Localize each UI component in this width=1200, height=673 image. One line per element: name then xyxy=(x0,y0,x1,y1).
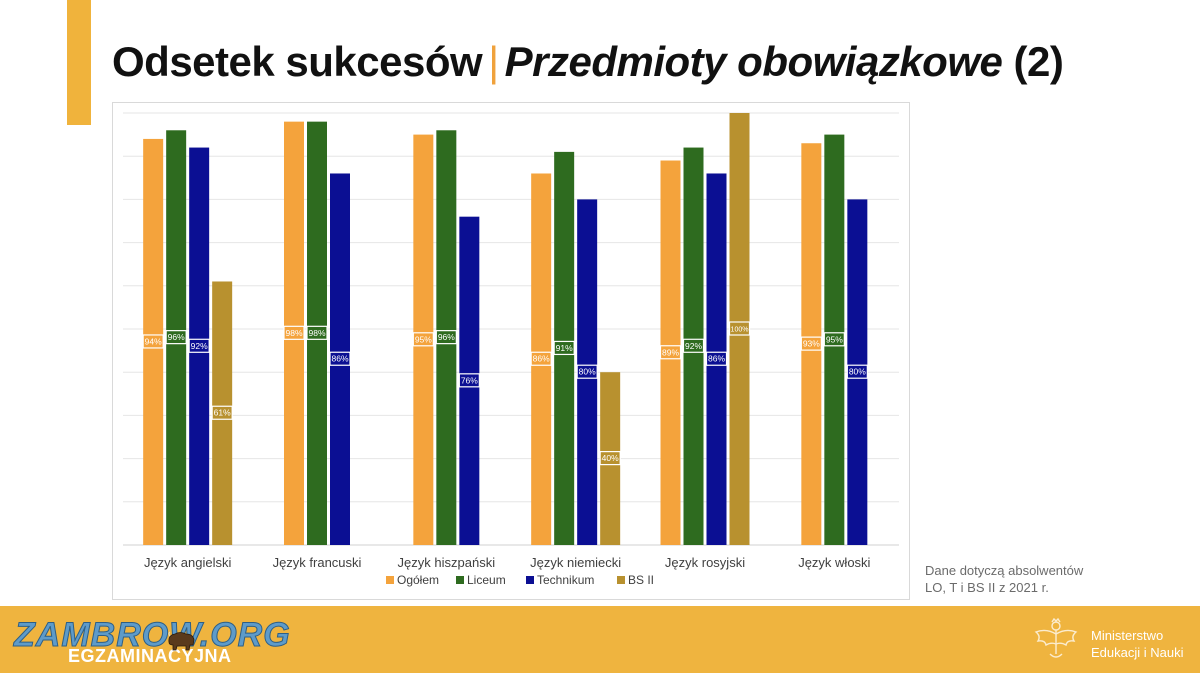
data-label: 92% xyxy=(685,341,702,351)
data-label: 95% xyxy=(415,334,432,344)
data-label-box xyxy=(823,332,845,347)
watermark: ZAMBROW.ORG xyxy=(14,616,291,655)
data-label: 100% xyxy=(731,327,749,334)
data-label: 80% xyxy=(849,367,866,377)
data-label-box xyxy=(306,325,328,340)
legend-label: Ogółem xyxy=(397,573,439,587)
data-label: 93% xyxy=(803,339,820,349)
accent-bar xyxy=(67,0,91,125)
data-label-box xyxy=(329,351,351,366)
legend-swatch xyxy=(526,576,534,584)
data-label-box xyxy=(728,321,751,336)
data-label-box xyxy=(412,332,434,347)
data-label-box xyxy=(435,330,457,345)
eagle-emblem-icon xyxy=(1034,617,1078,658)
data-label-box xyxy=(458,373,480,388)
note-line-2: LO, T i BS II z 2021 r. xyxy=(925,580,1049,595)
data-label-box xyxy=(283,325,305,340)
data-label: 98% xyxy=(285,328,302,338)
category-label: Język hiszpański xyxy=(398,555,496,570)
category-label: Język francuski xyxy=(273,555,362,570)
legend-swatch xyxy=(617,576,625,584)
data-label: 89% xyxy=(662,347,679,357)
title-suffix: (2) xyxy=(1013,38,1064,85)
ministry-name: Ministerstwo Edukacji i Nauki xyxy=(1091,627,1184,661)
data-label-box xyxy=(682,338,705,353)
category-label: Język angielski xyxy=(144,555,232,570)
data-label-box xyxy=(846,364,868,379)
title-italic: Przedmioty obowiązkowe xyxy=(504,38,1003,85)
data-label: 98% xyxy=(308,328,325,338)
data-label-box xyxy=(576,364,598,379)
data-label-box xyxy=(599,451,621,466)
legend-swatch xyxy=(386,576,394,584)
legend-swatch xyxy=(456,576,464,584)
title-main: Odsetek sukcesów xyxy=(112,38,483,85)
data-label-box xyxy=(211,405,233,420)
data-label-box xyxy=(165,330,187,345)
data-label-box xyxy=(659,345,682,360)
footer-bar xyxy=(0,606,1200,673)
data-note: Dane dotyczą absolwentów LO, T i BS II z… xyxy=(925,562,1125,596)
legend-label: Liceum xyxy=(467,573,506,587)
footer-org-name: EGZAMINACYJNA xyxy=(68,646,232,666)
category-label: Język niemiecki xyxy=(530,555,621,570)
data-label: 96% xyxy=(438,332,455,342)
data-label-box xyxy=(530,351,552,366)
data-label-box xyxy=(553,340,575,356)
data-label: 61% xyxy=(214,408,231,418)
bison-icon xyxy=(168,631,195,651)
data-label: 86% xyxy=(331,354,348,364)
data-label-box xyxy=(800,336,822,351)
title-separator: | xyxy=(488,38,499,85)
category-label: Język włoski xyxy=(798,555,870,570)
data-label: 95% xyxy=(826,334,843,344)
data-label-box xyxy=(188,338,210,353)
data-label: 94% xyxy=(145,336,162,346)
data-label: 92% xyxy=(191,341,208,351)
note-line-1: Dane dotyczą absolwentów xyxy=(925,563,1084,578)
ministry-line-1: Ministerstwo xyxy=(1091,628,1164,643)
chart-frame: 94% 96% 92% 61% Język angielski 98% 98% 86% Języ… xyxy=(112,102,910,600)
legend-label: BS II xyxy=(628,573,654,587)
data-label: 76% xyxy=(461,375,478,385)
page-title: Odsetek sukcesów | Przedmioty obowiązkowe … xyxy=(112,38,1064,86)
data-label: 86% xyxy=(708,354,725,364)
data-label-box xyxy=(142,334,164,349)
bar-chart: 94% 96% 92% 61% Język angielski 98% 98% 86% Języ… xyxy=(123,112,899,587)
legend-label: Technikum xyxy=(537,573,594,587)
data-label: 80% xyxy=(579,367,596,377)
data-label: 96% xyxy=(168,332,185,342)
data-label: 86% xyxy=(533,354,550,364)
category-label: Język rosyjski xyxy=(665,555,745,570)
data-label-box xyxy=(705,351,728,366)
data-label: 40% xyxy=(602,453,619,463)
ministry-line-2: Edukacji i Nauki xyxy=(1091,645,1184,660)
data-label: 91% xyxy=(556,343,573,353)
